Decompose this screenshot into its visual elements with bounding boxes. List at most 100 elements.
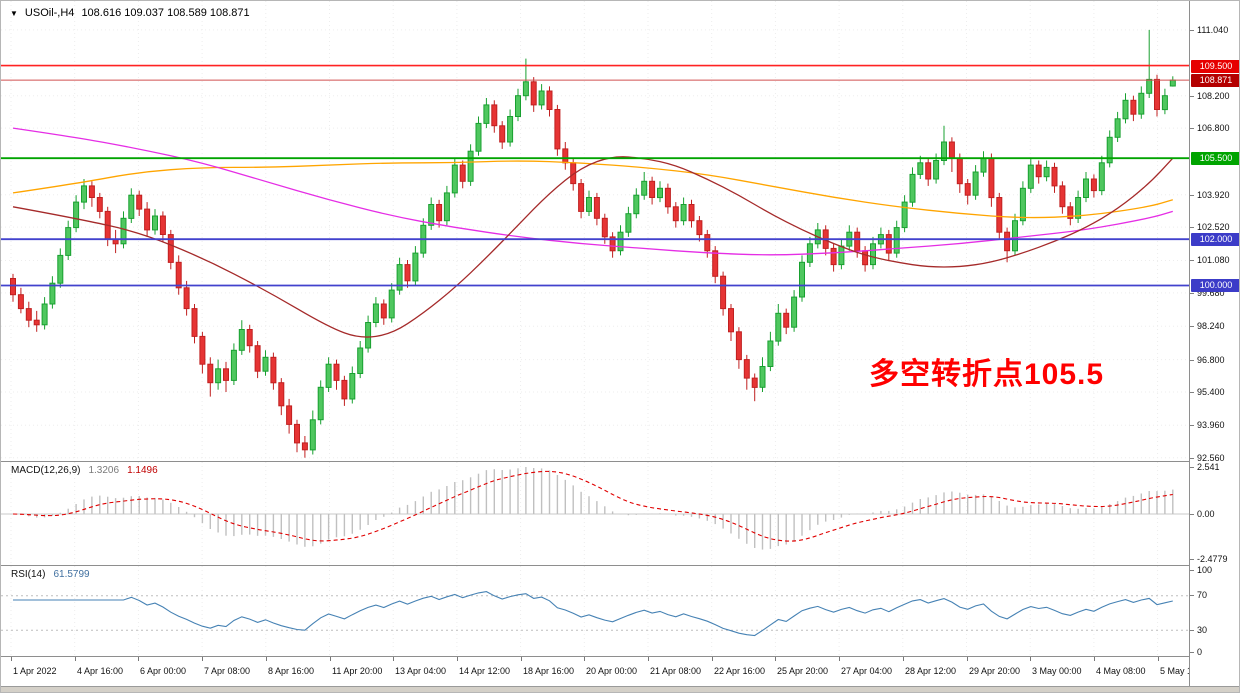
axis-tick: [1190, 326, 1194, 327]
axis-tick: [1190, 570, 1194, 571]
axis-tick: [1190, 96, 1194, 97]
main-grid: [1, 1, 1189, 461]
time-tick: [775, 657, 776, 661]
ma-darkred[interactable]: [12, 156, 1174, 338]
time-axis-label: 4 Apr 16:00: [77, 666, 124, 676]
chart-title: ▼ USOil-,H4 108.616 109.037 108.589 108.…: [10, 7, 250, 19]
rsi-axis-label: 0: [1197, 647, 1203, 657]
time-tick: [330, 657, 331, 661]
axis-tick: [1190, 392, 1194, 393]
time-tick: [457, 657, 458, 661]
time-axis-label: 1 Apr 2022: [13, 666, 57, 676]
window-bottom-strip: [1, 686, 1239, 692]
macd-signal-line: [12, 470, 1173, 542]
rsi-axis-label: 100: [1197, 565, 1213, 575]
rsi-value: 61.5799: [53, 569, 90, 580]
axis-tick: [1190, 595, 1194, 596]
price-axis-label: 98.240: [1197, 321, 1225, 331]
rsi-axis-label: 70: [1197, 590, 1208, 600]
time-tick: [903, 657, 904, 661]
price-axis-label: 95.400: [1197, 387, 1225, 397]
macd-axis-label: -2.4779: [1197, 554, 1228, 564]
time-axis-label: 18 Apr 16:00: [523, 666, 575, 676]
time-tick: [521, 657, 522, 661]
macd-indicator-chart[interactable]: [1, 462, 1189, 565]
rsi-indicator-panel: RSI(14) 61.5799: [1, 566, 1189, 656]
price-axis-label: 108.200: [1197, 91, 1230, 101]
time-tick: [712, 657, 713, 661]
axis-tick: [1190, 30, 1194, 31]
time-tick: [202, 657, 203, 661]
axis-tick: [1190, 227, 1194, 228]
rsi-indicator-chart[interactable]: [1, 566, 1189, 656]
macd-histogram: [20, 467, 1174, 550]
price-axis-label: 106.800: [1197, 123, 1230, 133]
time-axis-label: 14 Apr 12:00: [459, 666, 511, 676]
time-tick: [1094, 657, 1095, 661]
symbol-menu-arrow-icon[interactable]: ▼: [10, 8, 18, 18]
time-tick: [11, 657, 12, 661]
macd-signal-value: 1.1496: [127, 465, 158, 476]
time-axis-label: 11 Apr 20:00: [332, 666, 383, 676]
rsi-axis-label: 30: [1197, 625, 1208, 635]
time-axis-label: 4 May 08:00: [1096, 666, 1146, 676]
axis-tick: [1190, 652, 1194, 653]
time-axis-label: 28 Apr 12:00: [905, 666, 957, 676]
axis-tick: [1190, 630, 1194, 631]
time-axis-label: 27 Apr 04:00: [841, 666, 893, 676]
price-axis-label: 92.560: [1197, 453, 1225, 463]
panel-separator[interactable]: [1, 656, 1239, 657]
axis-tick: [1190, 514, 1194, 515]
panel-separator[interactable]: [1, 461, 1239, 462]
time-tick: [138, 657, 139, 661]
price-badge-108.871: 108.871: [1191, 74, 1239, 87]
price-axis-label: 103.920: [1197, 190, 1230, 200]
price-axis-label: 96.800: [1197, 355, 1225, 365]
time-axis-label: 25 Apr 20:00: [777, 666, 829, 676]
time-axis-label: 21 Apr 08:00: [650, 666, 702, 676]
axis-tick: [1190, 458, 1194, 459]
panel-separator[interactable]: [1, 565, 1239, 566]
time-tick: [967, 657, 968, 661]
price-axis-label: 99.680: [1197, 288, 1225, 298]
macd-main-value: 1.3206: [88, 465, 120, 476]
macd-indicator-panel: MACD(12,26,9) 1.3206 1.1496: [1, 462, 1189, 565]
rsi-label: RSI(14) 61.5799: [11, 569, 90, 580]
chart-annotation-text[interactable]: 多空转折点105.5: [869, 358, 1105, 391]
time-axis-label: 6 Apr 00:00: [140, 666, 187, 676]
candles: [10, 29, 1176, 458]
axis-tick: [1190, 360, 1194, 361]
price-badge-100.000: 100.000: [1191, 279, 1239, 292]
main-chart-panel: ▼ USOil-,H4 108.616 109.037 108.589 108.…: [1, 1, 1189, 461]
time-axis-label: 5 May 16:00: [1160, 666, 1210, 676]
time-tick: [75, 657, 76, 661]
price-badge-102.000: 102.000: [1191, 233, 1239, 246]
time-tick: [1158, 657, 1159, 661]
time-tick: [1030, 657, 1031, 661]
time-axis-label: 3 May 00:00: [1032, 666, 1082, 676]
symbol-timeframe-label: USOil-,H4: [24, 7, 75, 19]
time-axis-label: 22 Apr 16:00: [714, 666, 766, 676]
time-axis[interactable]: 1 Apr 2022 4 Apr 16:00 6 Apr 00:00 7 Apr 08…: [1, 657, 1210, 686]
time-tick: [648, 657, 649, 661]
axis-tick: [1190, 293, 1194, 294]
macd-axis-label: 2.541: [1197, 462, 1220, 472]
time-tick: [266, 657, 267, 661]
price-axis-label: 93.960: [1197, 420, 1225, 430]
axis-tick: [1190, 260, 1194, 261]
price-axis-label: 111.040: [1197, 25, 1229, 35]
ma-magenta[interactable]: [12, 127, 1173, 256]
price-axis-label: 101.080: [1197, 255, 1230, 265]
price-axis[interactable]: 111.040 108.200 106.800 103.920 102.520 101.0…: [1189, 1, 1239, 686]
price-badge-109.500: 109.500: [1191, 60, 1239, 73]
time-axis-label: 8 Apr 16:00: [268, 666, 315, 676]
ma-orange[interactable]: [12, 160, 1173, 219]
candlestick-chart[interactable]: [1, 1, 1189, 461]
time-tick: [393, 657, 394, 661]
time-tick: [839, 657, 840, 661]
axis-tick: [1190, 195, 1194, 196]
price-badge-105.500: 105.500: [1191, 152, 1239, 165]
axis-tick: [1190, 467, 1194, 468]
time-axis-label: 13 Apr 04:00: [395, 666, 447, 676]
